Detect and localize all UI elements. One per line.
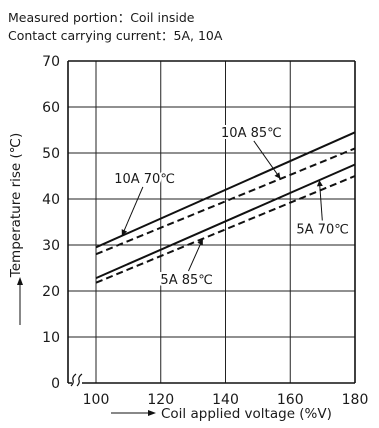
axis-break-mark (70, 373, 77, 387)
series-lines (95, 131, 356, 284)
tick-labels: 0 10 20 30 40 50 60 70 100 120 140 160 180 (42, 54, 368, 408)
annotation-arrowhead (274, 172, 281, 179)
y-tick-label: 20 (42, 284, 60, 300)
grid (68, 60, 356, 384)
x-tick-label: 180 (342, 392, 369, 408)
contact-current-note: Contact carrying current：5A, 10A (8, 28, 223, 43)
annotation-leader (121, 186, 144, 236)
annotation-label: 10A 70℃ (114, 172, 175, 187)
annotation-leader (253, 140, 281, 180)
series-line-4 (95, 175, 356, 284)
series-line-2 (95, 147, 356, 256)
x-tick-label: 100 (83, 392, 110, 408)
annotation-label: 10A 85℃ (221, 126, 282, 141)
axis-break-mark (76, 373, 83, 387)
measured-portion-note: Measured portion：Coil inside (8, 10, 195, 25)
y-tick-label: 40 (42, 192, 60, 208)
y-tick-label: 70 (42, 54, 60, 70)
series-line-3 (95, 163, 356, 280)
annotations: 10A 85℃ 10A 70℃ 5A 70℃ 5A 85℃ (112, 124, 351, 290)
x-axis-title: Coil applied voltage (%V) (161, 406, 332, 422)
y-tick-label: 30 (42, 238, 60, 254)
annotation-leader (318, 180, 323, 221)
x-tick-label: 140 (212, 392, 239, 408)
annotation-label: 5A 70℃ (296, 223, 348, 238)
x-tick-label: 120 (147, 392, 174, 408)
y-tick-label: 50 (42, 146, 60, 162)
axis-break-gap (72, 379, 82, 387)
y-axis-title: Temperature rise (℃) (8, 133, 24, 278)
y-axis-arrowhead (17, 277, 23, 285)
annotation-arrowhead (121, 229, 128, 236)
y-tick-label: 0 (51, 376, 60, 392)
axis-titles: Temperature rise (℃) Coil applied voltage… (8, 133, 332, 422)
x-axis-arrowhead (148, 410, 156, 416)
y-tick-label: 60 (42, 100, 60, 116)
plot-frame (67, 60, 356, 387)
annotation-arrowhead (197, 238, 203, 246)
x-tick-label: 160 (277, 392, 304, 408)
annotation-label: 5A 85℃ (160, 273, 212, 288)
annotation-arrowhead (316, 180, 323, 187)
series-line-1 (95, 131, 356, 249)
y-tick-label: 10 (42, 330, 60, 346)
